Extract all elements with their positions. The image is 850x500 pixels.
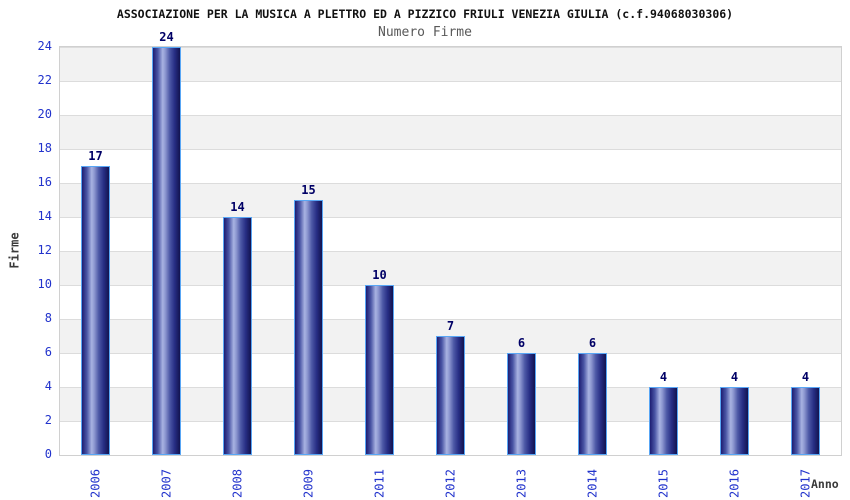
- bar: [223, 217, 252, 455]
- bar-slot-2013: 6: [486, 47, 557, 455]
- bar-value-label: 14: [230, 200, 245, 214]
- x-tick-label: 2014: [585, 469, 599, 498]
- x-axis-ticks: 2006 2007 2008 2009 2011 2012 2013 2014 2015 2016…: [60, 457, 841, 499]
- x-tick-label: 2006: [88, 469, 102, 498]
- bar-slot-2008: 14: [202, 47, 273, 455]
- chart-subtitle: Numero Firme: [378, 25, 472, 40]
- bar-value-label: 15: [301, 183, 316, 197]
- y-tick-label: 12: [37, 243, 52, 257]
- bar: [720, 387, 749, 455]
- y-tick-label: 20: [37, 107, 52, 121]
- bar-slot-2009: 15: [273, 47, 344, 455]
- y-tick-label: 10: [37, 277, 52, 291]
- bar: [81, 166, 110, 455]
- bar-slot-2016: 4: [699, 47, 770, 455]
- bar-value-label: 4: [659, 370, 668, 384]
- bar-value-label: 6: [517, 336, 526, 350]
- x-tick-cell: 2009: [273, 457, 344, 499]
- bar-value-label: 6: [588, 336, 597, 350]
- x-tick-label: 2008: [230, 469, 244, 498]
- bar: [294, 200, 323, 455]
- bar-slot-2015: 4: [628, 47, 699, 455]
- plot-area: 17 24 14 15 10 7 6 6 4 4 4: [59, 31, 842, 456]
- bar-value-label: 7: [446, 319, 455, 333]
- x-tick-cell: 2013: [486, 457, 557, 499]
- bar-value-label: 4: [730, 370, 739, 384]
- bar: [436, 336, 465, 455]
- y-tick-label: 24: [37, 39, 52, 53]
- bar-slot-2014: 6: [557, 47, 628, 455]
- bar-value-label: 24: [159, 30, 174, 44]
- x-tick-label: 2016: [727, 469, 741, 498]
- bar-value-label: 4: [801, 370, 810, 384]
- x-tick-label: 2009: [301, 469, 315, 498]
- x-tick-cell: 2008: [202, 457, 273, 499]
- x-tick-cell: 2012: [415, 457, 486, 499]
- y-tick-label: 14: [37, 209, 52, 223]
- bar-value-label: 17: [88, 149, 103, 163]
- y-tick-label: 6: [44, 345, 52, 359]
- x-tick-label: 2007: [159, 469, 173, 498]
- x-tick-label: 2012: [443, 469, 457, 498]
- bar: [791, 387, 820, 455]
- y-tick-label: 16: [37, 175, 52, 189]
- bar: [507, 353, 536, 455]
- bar: [649, 387, 678, 455]
- x-tick-cell: 2007: [131, 457, 202, 499]
- x-tick-cell: 2006: [60, 457, 131, 499]
- x-tick-label: 2013: [514, 469, 528, 498]
- x-axis-title: Anno: [811, 477, 839, 491]
- bar-slot-2007: 24: [131, 31, 202, 455]
- bar-value-label: 10: [372, 268, 387, 282]
- x-tick-label: 2011: [372, 469, 386, 498]
- bar-slot-2006: 17: [60, 47, 131, 455]
- bar: [578, 353, 607, 455]
- x-tick-label: 2015: [656, 469, 670, 498]
- y-tick-label: 18: [37, 141, 52, 155]
- y-tick-label: 2: [44, 413, 52, 427]
- bar-slot-2017: 4: [770, 47, 841, 455]
- bar-slot-2011: 10: [344, 47, 415, 455]
- x-tick-cell: 2014: [557, 457, 628, 499]
- x-tick-cell: 2016: [699, 457, 770, 499]
- x-tick-cell: 2015: [628, 457, 699, 499]
- y-tick-label: 22: [37, 73, 52, 87]
- bar-slot-2012: 7: [415, 47, 486, 455]
- bar: [365, 285, 394, 455]
- y-tick-label: 0: [44, 447, 52, 461]
- y-tick-label: 8: [44, 311, 52, 325]
- x-tick-cell: 2011: [344, 457, 415, 499]
- y-tick-label: 4: [44, 379, 52, 393]
- bar: [152, 47, 181, 455]
- chart-title: ASSOCIAZIONE PER LA MUSICA A PLETTRO ED …: [116, 7, 734, 21]
- bars-container: 17 24 14 15 10 7 6 6 4 4 4: [60, 31, 841, 455]
